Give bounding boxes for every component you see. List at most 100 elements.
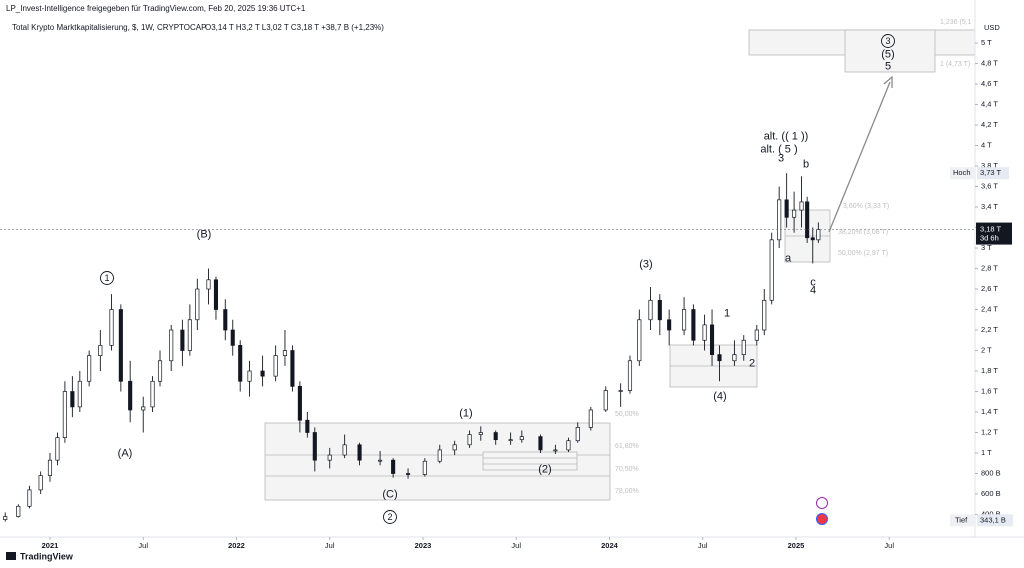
candle-body (575, 427, 580, 442)
candle-body (87, 355, 92, 382)
y-tick-label: 1,2 T (981, 427, 998, 436)
candle-body (741, 339, 746, 355)
x-tick-label: 2025 (788, 541, 805, 550)
fib-label: 70,50% (615, 466, 639, 473)
candle-body (305, 419, 310, 433)
wave-label: (B) (197, 228, 212, 240)
candle-body (70, 391, 75, 408)
candle-body (519, 436, 524, 441)
candle-body (648, 299, 653, 321)
candle-body (230, 329, 235, 346)
fib-box (482, 451, 578, 471)
wave-label: (3) (639, 258, 652, 270)
high-badge-bg (950, 167, 975, 180)
candle-body (709, 324, 715, 355)
fib-label: 78,00% (615, 488, 639, 495)
candle-body (150, 380, 155, 408)
fib-label: 50,00% (615, 411, 639, 418)
x-tick-label: Jul (698, 541, 708, 550)
countdown: 3d 6h (980, 234, 999, 243)
low-badge-bg (950, 514, 975, 527)
y-tick-label: 2,4 T (981, 305, 998, 314)
plot (3, 173, 821, 522)
wave-label: 5 (885, 60, 891, 72)
y-tick-label: 2 T (981, 346, 992, 355)
candle-body (273, 355, 278, 377)
y-tick-label: 3 T (981, 243, 992, 252)
wave-label: 1 (724, 307, 730, 319)
candle-body (180, 329, 185, 351)
candle-body (260, 370, 265, 377)
candle-body (603, 390, 608, 411)
candle-body (55, 437, 60, 461)
candle-body (799, 201, 804, 211)
wave-label: (4) (713, 390, 726, 402)
candle-body (77, 380, 82, 408)
candle-body (422, 460, 427, 475)
candle-body (118, 309, 123, 382)
candle-body (187, 319, 192, 351)
x-tick-label: 2023 (415, 541, 432, 550)
y-tick-label: 4,4 T (981, 100, 998, 109)
candle-body (754, 329, 759, 341)
candle-body (566, 440, 571, 451)
candle-body (618, 390, 623, 392)
candle-body (141, 406, 146, 411)
fib-zones (264, 29, 976, 501)
wave-label: 2 (387, 512, 392, 522)
candle-body (691, 309, 696, 341)
y-tick-label: 4,8 T (981, 59, 998, 68)
wave-label: alt. (( 1 )) (764, 130, 809, 142)
price-axis (975, 0, 1024, 537)
candle-body (297, 386, 302, 421)
candle-body (637, 319, 642, 362)
y-tick-label: 5 T (981, 38, 992, 47)
ohlc: O3,14 T H3,2 T L3,02 T C3,18 T +38,7 B (… (205, 23, 384, 32)
candle-body (223, 309, 228, 331)
y-tick-label: 600 B (981, 489, 1001, 498)
candle-body (784, 199, 789, 218)
candle-body (493, 432, 498, 441)
candle-body (627, 360, 633, 391)
x-tick-label: Jul (884, 541, 894, 550)
wave-label: (2) (538, 463, 551, 475)
candle-body (157, 360, 163, 382)
y-tick-label: 4 T (981, 141, 992, 150)
x-tick-label: Jul (325, 541, 335, 550)
candle-body (357, 444, 362, 461)
y-tick-label: 3,6 T (981, 182, 998, 191)
candle-body (437, 449, 442, 462)
high-badge-label: 3,73 T (980, 168, 1002, 177)
y-tick-label: 1,6 T (981, 386, 998, 395)
candle-body (109, 309, 114, 346)
candle-body (588, 409, 593, 428)
wave-label: c (810, 276, 816, 288)
event-icon[interactable] (816, 513, 828, 525)
candle-body (342, 444, 347, 456)
candle-body (682, 309, 687, 331)
wave-label: (5) (881, 48, 894, 60)
candle-body (553, 449, 558, 452)
wave-label: 3 (885, 36, 890, 46)
candle-body (478, 432, 483, 435)
candle-body (290, 350, 295, 387)
candle-body (810, 237, 815, 241)
candle-body (38, 475, 43, 491)
wave-circle (100, 271, 114, 285)
y-tick-label: 3,4 T (981, 202, 998, 211)
fib-label: 61,80% (615, 443, 639, 450)
wave-circle (881, 34, 895, 48)
wave-label: 1 (104, 273, 109, 283)
candle-body (27, 489, 32, 507)
arrow-head (883, 75, 893, 88)
fib-label: 3,60% (3,33 T) (843, 203, 889, 210)
candle-body (238, 345, 243, 382)
candle-body (538, 436, 543, 451)
candle-body (98, 345, 103, 356)
event-icon[interactable] (816, 497, 828, 509)
wave-label: a (785, 252, 792, 264)
low-badge (977, 514, 1013, 527)
x-tick-label: Jul (511, 541, 521, 550)
x-tick-label: 2022 (228, 541, 245, 550)
high-badge-text: Hoch (953, 168, 971, 177)
